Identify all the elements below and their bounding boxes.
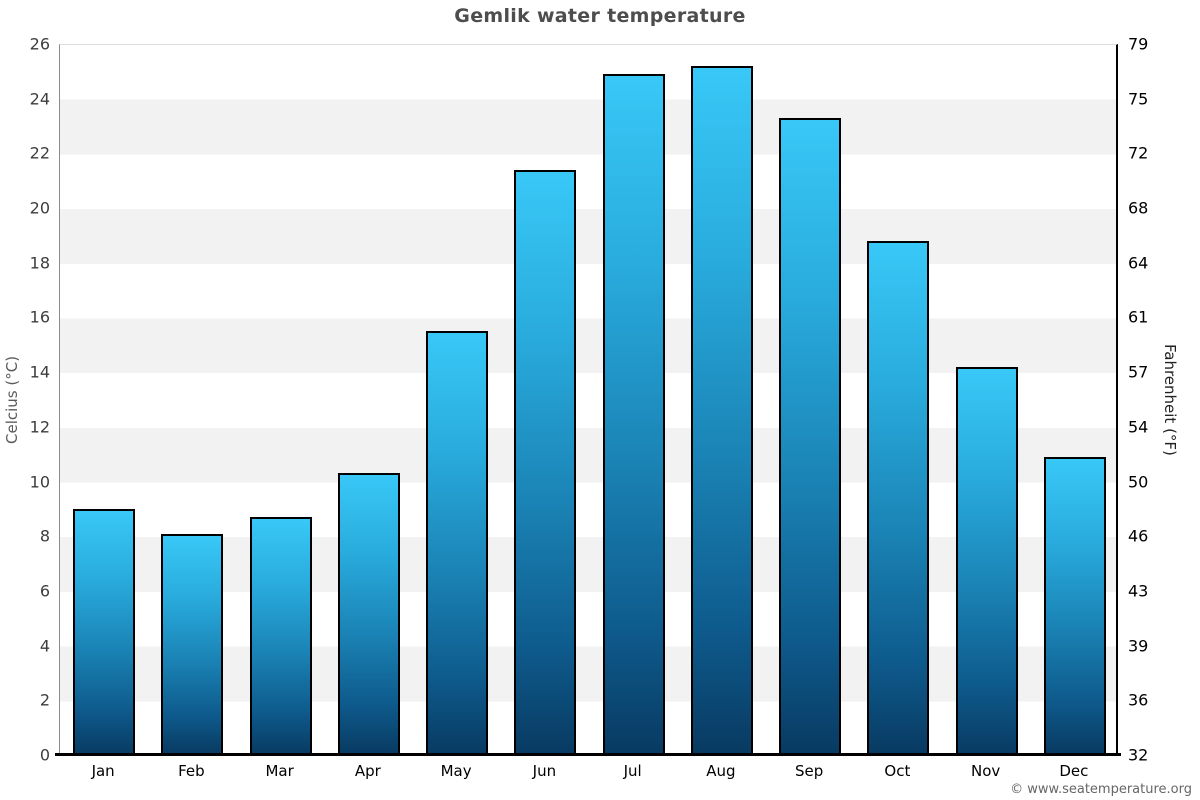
celsius-tick-0: 0 bbox=[39, 745, 50, 765]
plot-area bbox=[59, 44, 1118, 755]
celsius-tick-24: 24 bbox=[29, 89, 50, 109]
right-axis-title: Fahrenheit (°F) bbox=[1161, 343, 1179, 456]
chart-title: Gemlik water temperature bbox=[454, 5, 746, 27]
bar-oct bbox=[867, 240, 930, 755]
month-label-jul: Jul bbox=[623, 762, 642, 780]
bar-may bbox=[426, 331, 489, 755]
bar-sep bbox=[779, 117, 842, 755]
month-label-jan: Jan bbox=[91, 762, 115, 780]
x-axis-line bbox=[55, 753, 1121, 756]
bar-apr bbox=[337, 473, 400, 755]
fahrenheit-tick-54: 54 bbox=[1128, 417, 1149, 437]
fahrenheit-tick-57: 57 bbox=[1128, 362, 1149, 382]
month-label-feb: Feb bbox=[178, 762, 205, 780]
bar-mar bbox=[249, 517, 312, 755]
celsius-tick-6: 6 bbox=[39, 581, 50, 601]
month-label-apr: Apr bbox=[354, 762, 381, 780]
fahrenheit-tick-64: 64 bbox=[1128, 253, 1149, 273]
fahrenheit-tick-32: 32 bbox=[1128, 745, 1149, 765]
month-label-dec: Dec bbox=[1059, 762, 1089, 780]
bar-nov bbox=[955, 366, 1018, 755]
fahrenheit-tick-43: 43 bbox=[1128, 581, 1149, 601]
month-label-sep: Sep bbox=[794, 762, 824, 780]
month-label-oct: Oct bbox=[884, 762, 911, 780]
celsius-tick-4: 4 bbox=[39, 636, 50, 656]
fahrenheit-tick-36: 36 bbox=[1128, 690, 1149, 710]
celsius-tick-22: 22 bbox=[29, 143, 50, 163]
month-label-jun: Jun bbox=[532, 762, 557, 780]
celsius-tick-18: 18 bbox=[29, 253, 50, 273]
celsius-tick-10: 10 bbox=[29, 472, 50, 492]
fahrenheit-tick-75: 75 bbox=[1128, 89, 1149, 109]
celsius-tick-12: 12 bbox=[29, 417, 50, 437]
celsius-tick-26: 26 bbox=[29, 34, 50, 54]
celsius-tick-14: 14 bbox=[29, 362, 50, 382]
celsius-tick-16: 16 bbox=[29, 307, 50, 327]
fahrenheit-tick-68: 68 bbox=[1128, 198, 1149, 218]
bar-dec bbox=[1043, 456, 1106, 755]
celsius-tick-8: 8 bbox=[39, 526, 50, 546]
month-label-mar: Mar bbox=[265, 762, 294, 780]
fahrenheit-tick-39: 39 bbox=[1128, 636, 1149, 656]
celsius-tick-2: 2 bbox=[39, 690, 50, 710]
celsius-tick-20: 20 bbox=[29, 198, 50, 218]
copyright-credit: © www.seatemperature.org bbox=[1010, 782, 1192, 797]
fahrenheit-tick-50: 50 bbox=[1128, 472, 1149, 492]
bar-jul bbox=[602, 74, 665, 755]
fahrenheit-tick-46: 46 bbox=[1128, 526, 1149, 546]
fahrenheit-tick-72: 72 bbox=[1128, 143, 1149, 163]
bar-aug bbox=[690, 65, 753, 755]
month-label-may: May bbox=[440, 762, 472, 780]
bar-jun bbox=[514, 169, 577, 755]
month-label-nov: Nov bbox=[970, 762, 1001, 780]
bar-jan bbox=[73, 508, 136, 755]
fahrenheit-tick-79: 79 bbox=[1128, 34, 1149, 54]
fahrenheit-tick-61: 61 bbox=[1128, 307, 1149, 327]
month-label-aug: Aug bbox=[706, 762, 736, 780]
bar-feb bbox=[161, 533, 224, 755]
